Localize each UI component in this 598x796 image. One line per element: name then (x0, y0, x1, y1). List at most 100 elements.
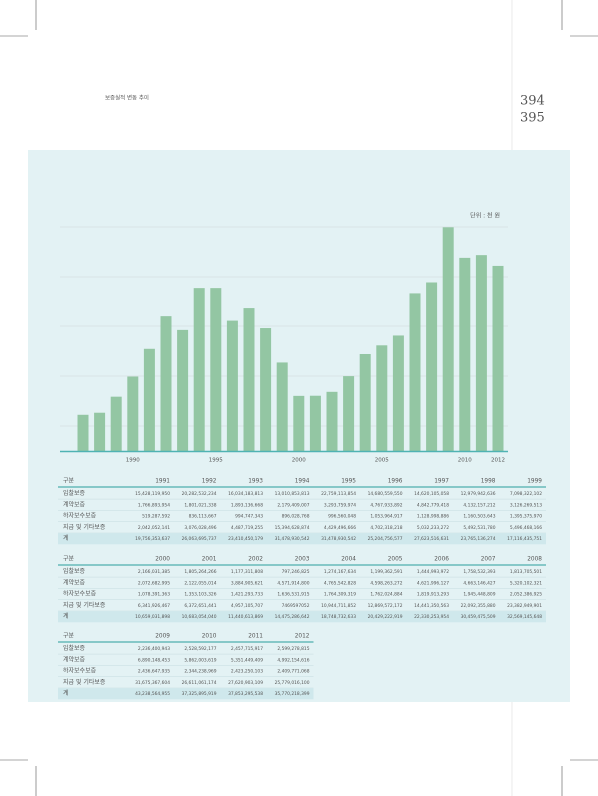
cell: 25,204,756,577 (368, 536, 403, 542)
column-header: 2006 (434, 557, 449, 563)
bar (110, 396, 122, 451)
bar (359, 353, 371, 451)
bar (276, 362, 288, 451)
cell: 1,395,375,970 (510, 514, 542, 520)
row-label: 입찰보증 (63, 567, 86, 575)
row-label: 계 (63, 534, 69, 542)
column-header: 구분 (63, 633, 75, 640)
row-label: 지급 및 기타보증 (63, 678, 106, 686)
column-header: 1999 (527, 479, 542, 485)
cell: 14,680,559,550 (368, 491, 403, 497)
cell: 1,758,532,393 (463, 569, 495, 575)
cell: 1,421,293,733 (231, 592, 263, 598)
cell: 5,320,102,321 (510, 580, 542, 586)
cell: 31,675,367,604 (135, 680, 170, 686)
column-header: 1993 (248, 479, 263, 485)
cell: 994,747,343 (235, 514, 263, 520)
cell: 1,805,264,266 (184, 569, 216, 575)
x-tick-label: 1990 (126, 458, 140, 464)
bar (409, 293, 421, 451)
cell: 15,428,119,950 (135, 491, 170, 497)
row-label: 계약보증 (63, 500, 86, 508)
cell: 1,128,998,886 (417, 514, 449, 520)
row-label: 계 (63, 612, 69, 620)
cell: 1,636,531,915 (277, 592, 309, 598)
cell: 1,177,311,808 (231, 569, 263, 575)
cell: 1,274,167,634 (324, 569, 356, 575)
bar (160, 316, 172, 451)
column-header: 2007 (481, 557, 496, 563)
bar (210, 288, 222, 451)
cell: 1,078,391,363 (138, 592, 170, 598)
unit-label: 단위 : 천 원 (470, 212, 500, 220)
cell: 26,063,695,737 (182, 536, 217, 542)
cell: 2,599,278,815 (277, 646, 309, 652)
cell: 4,767,933,892 (370, 502, 402, 508)
cell: 23,765,136,274 (461, 536, 496, 542)
cell: 2,042,052,141 (138, 525, 170, 531)
cell: 5,351,449,409 (231, 657, 263, 663)
column-header: 1996 (388, 479, 403, 485)
cell: 10,659,031,898 (135, 614, 170, 620)
cell: 7,098,322,102 (510, 491, 542, 497)
cell: 1,160,503,643 (463, 514, 495, 520)
cell: 20,429,222,919 (368, 614, 403, 620)
cell: 5,032,233,272 (417, 525, 449, 531)
cell: 4,487,719,255 (231, 525, 263, 531)
bar (426, 282, 438, 451)
cell: 797,246,825 (282, 569, 310, 575)
cell: 32,569,145,648 (507, 614, 542, 620)
bar (376, 345, 388, 451)
column-header: 구분 (63, 478, 75, 485)
x-tick-label: 1995 (209, 458, 223, 464)
cell: 4,765,542,828 (324, 580, 356, 586)
cell: 5,492,531,780 (463, 525, 495, 531)
cell: 1,766,893,954 (138, 502, 170, 508)
cell: 1,444,993,972 (417, 569, 449, 575)
cell: 1,813,705,501 (510, 569, 542, 575)
cell: 31,478,930,542 (321, 536, 356, 542)
bar (226, 320, 238, 451)
bar (143, 348, 155, 451)
cell: 13,010,853,813 (275, 491, 310, 497)
total-row-bg (58, 688, 314, 700)
cell: 3,884,905,621 (231, 580, 263, 586)
column-header: 2000 (155, 557, 170, 563)
total-row-bg (58, 611, 546, 623)
column-header: 2005 (388, 557, 403, 563)
row-label: 계약보증 (63, 578, 86, 586)
bar (459, 257, 471, 451)
cell: 2,052,386,925 (510, 592, 542, 598)
bar (475, 255, 487, 451)
cell: 6,372,651,441 (184, 603, 216, 609)
cell: 15,394,628,874 (275, 525, 310, 531)
cell: 2,436,647,935 (138, 669, 170, 675)
column-header: 2003 (295, 557, 310, 563)
cell: 20,282,532,234 (182, 491, 217, 497)
cell: 2,528,592,177 (184, 646, 216, 652)
row-label: 입찰보증 (63, 644, 86, 652)
x-tick-label: 2012 (491, 458, 505, 464)
bar (392, 335, 404, 451)
column-header: 1992 (202, 479, 217, 485)
cell: 836,113,667 (189, 514, 217, 520)
cell: 1,945,448,809 (463, 592, 495, 598)
cell: 12,869,572,172 (368, 603, 403, 609)
cell: 1,353,103,326 (184, 592, 216, 598)
cell: 4,621,996,127 (417, 580, 449, 586)
cell: 2,122,055,014 (184, 580, 216, 586)
cell: 22,092,355,880 (461, 603, 496, 609)
bar (442, 227, 454, 451)
column-header: 2012 (295, 634, 310, 640)
cell: 2,457,715,917 (231, 646, 263, 652)
bar (193, 288, 205, 451)
cell: 4,702,318,218 (370, 525, 402, 531)
column-header: 2009 (155, 634, 170, 640)
column-header: 구분 (63, 556, 75, 563)
cell: 23,410,450,179 (228, 536, 263, 542)
cell: 2,423,250,103 (231, 669, 263, 675)
cell: 896,028,768 (282, 514, 310, 520)
column-header: 2004 (341, 557, 356, 563)
bar (293, 395, 305, 451)
